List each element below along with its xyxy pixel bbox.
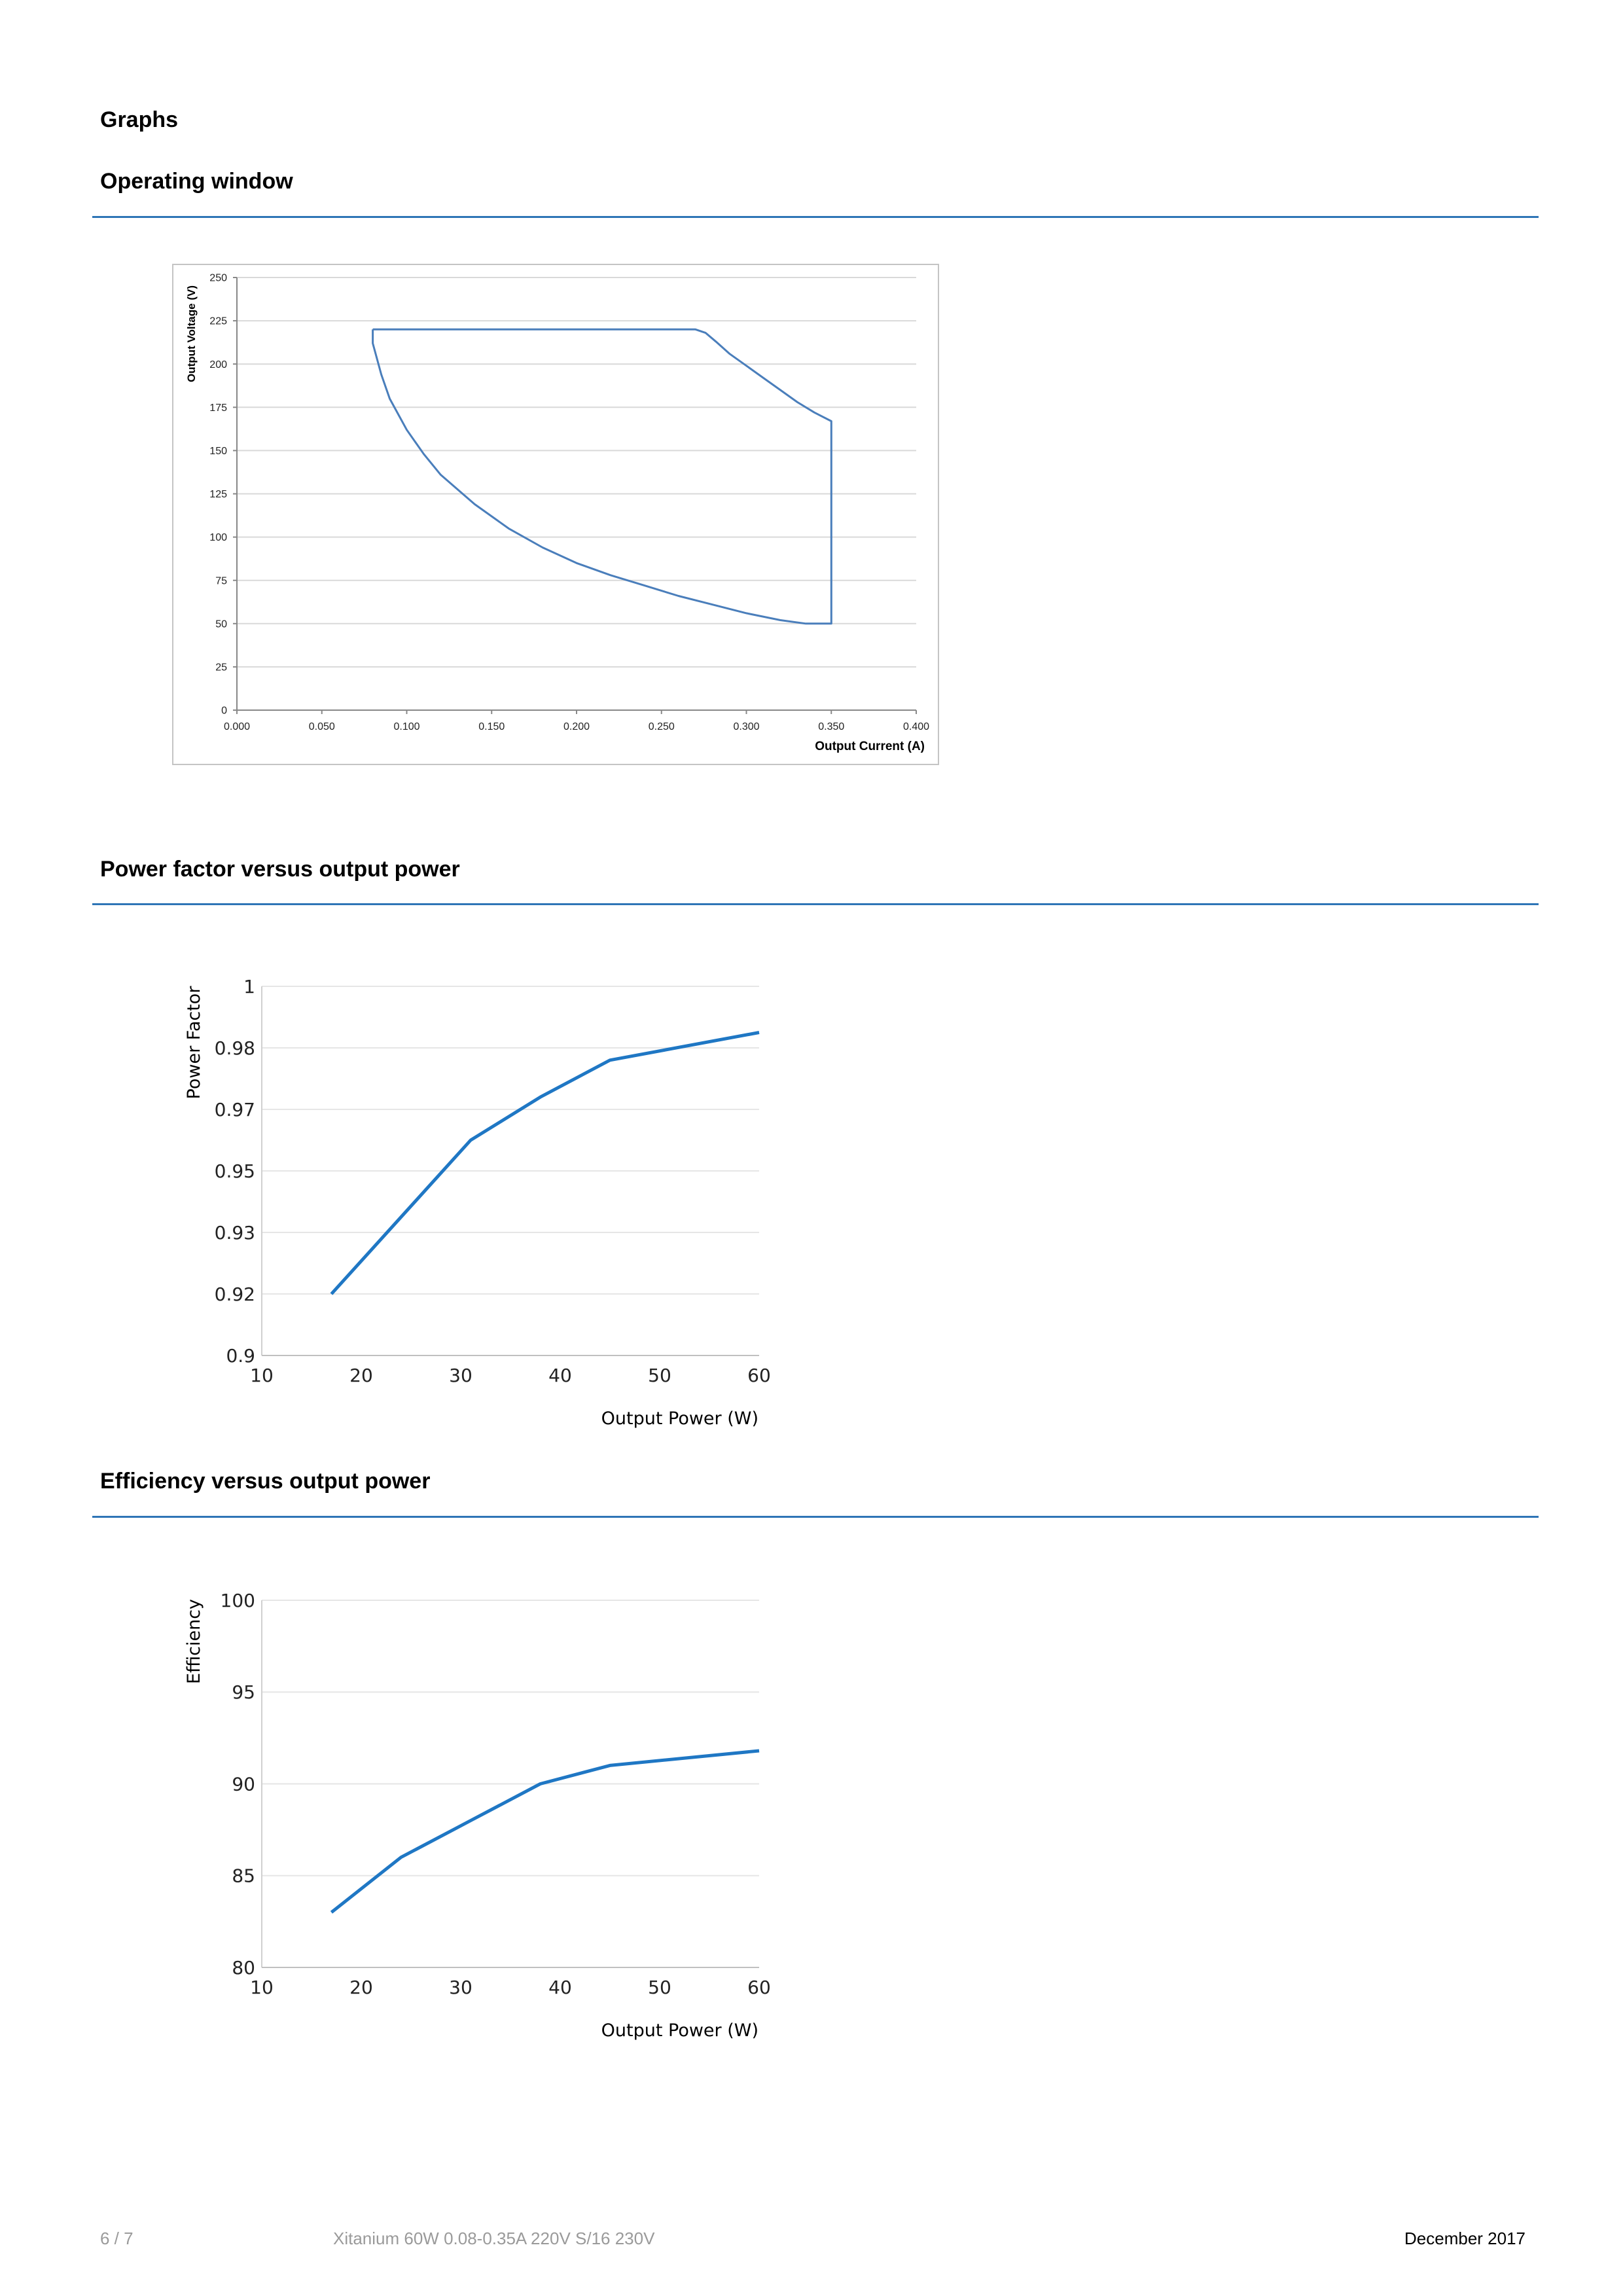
y-tick-label: 225 (209, 316, 227, 327)
y-tick-label: 0 (221, 706, 227, 717)
y-tick-label: 0.9 (226, 1345, 255, 1367)
y-tick-label: 0.93 (215, 1222, 255, 1244)
x-tick-label: 0.000 (224, 721, 250, 732)
x-tick-label: 10 (250, 1365, 274, 1386)
y-tick-label: 0.95 (215, 1160, 255, 1182)
x-tick-label: 0.250 (649, 721, 675, 732)
x-tick-label: 0.150 (478, 721, 505, 732)
page-title: Graphs (100, 107, 179, 132)
x-axis-label: Output Power (W) (601, 1408, 758, 1429)
x-tick-label: 0.400 (903, 721, 929, 732)
y-tick-label: 100 (209, 532, 227, 543)
y-tick-label: 75 (215, 575, 227, 586)
y-axis-label: Power Factor (184, 986, 204, 1100)
y-tick-label: 95 (232, 1681, 255, 1703)
x-tick-label: 50 (648, 1977, 671, 1998)
y-tick-label: 1 (243, 976, 255, 997)
y-tick-label: 25 (215, 662, 227, 673)
section-heading-power-factor: Power factor versus output power (100, 857, 460, 882)
y-tick-label: 0.98 (215, 1037, 255, 1059)
y-tick-label: 85 (232, 1865, 255, 1887)
y-tick-label: 50 (215, 619, 227, 630)
x-tick-label: 40 (548, 1365, 572, 1386)
x-tick-label: 0.100 (393, 721, 419, 732)
x-axis-label: Output Current (A) (815, 740, 925, 753)
y-tick-label: 80 (232, 1957, 255, 1979)
y-tick-label: 175 (209, 403, 227, 414)
footer-date: December 2017 (1404, 2229, 1525, 2248)
section-divider (92, 1516, 1539, 1518)
x-axis-label: Output Power (W) (601, 2020, 758, 2041)
series-line (372, 328, 832, 625)
footer-page-number: 6 / 7 (100, 2229, 134, 2248)
y-tick-label: 0.92 (215, 1283, 255, 1305)
x-tick-label: 30 (449, 1977, 473, 1998)
y-axis-label: Efficiency (184, 1599, 204, 1684)
y-tick-label: 200 (209, 359, 227, 370)
section-divider (92, 216, 1539, 218)
series-line (330, 1749, 760, 1914)
y-tick-label: 150 (209, 446, 227, 457)
y-tick-label: 90 (232, 1773, 255, 1795)
x-tick-label: 0.300 (733, 721, 759, 732)
y-axis-label: Output Voltage (V) (185, 285, 198, 382)
x-tick-label: 60 (747, 1977, 771, 1998)
y-tick-label: 0.97 (215, 1099, 255, 1121)
footer-product-name: Xitanium 60W 0.08-0.35A 220V S/16 230V (333, 2229, 655, 2248)
y-tick-label: 250 (209, 273, 227, 284)
x-tick-label: 0.200 (563, 721, 590, 732)
x-tick-label: 10 (250, 1977, 274, 1998)
x-tick-label: 0.350 (818, 721, 844, 732)
x-tick-label: 50 (648, 1365, 671, 1386)
y-tick-label: 125 (209, 489, 227, 500)
section-heading-operating-window: Operating window (100, 169, 293, 194)
x-tick-label: 60 (747, 1365, 771, 1386)
x-tick-label: 0.050 (309, 721, 335, 732)
y-tick-label: 100 (221, 1590, 255, 1611)
x-tick-label: 20 (349, 1365, 373, 1386)
x-tick-label: 40 (548, 1977, 572, 1998)
x-tick-label: 20 (349, 1977, 373, 1998)
chart-border (172, 264, 939, 765)
series-line (330, 1031, 760, 1295)
section-divider (92, 903, 1539, 905)
section-heading-efficiency: Efficiency versus output power (100, 1469, 431, 1494)
x-tick-label: 30 (449, 1365, 473, 1386)
